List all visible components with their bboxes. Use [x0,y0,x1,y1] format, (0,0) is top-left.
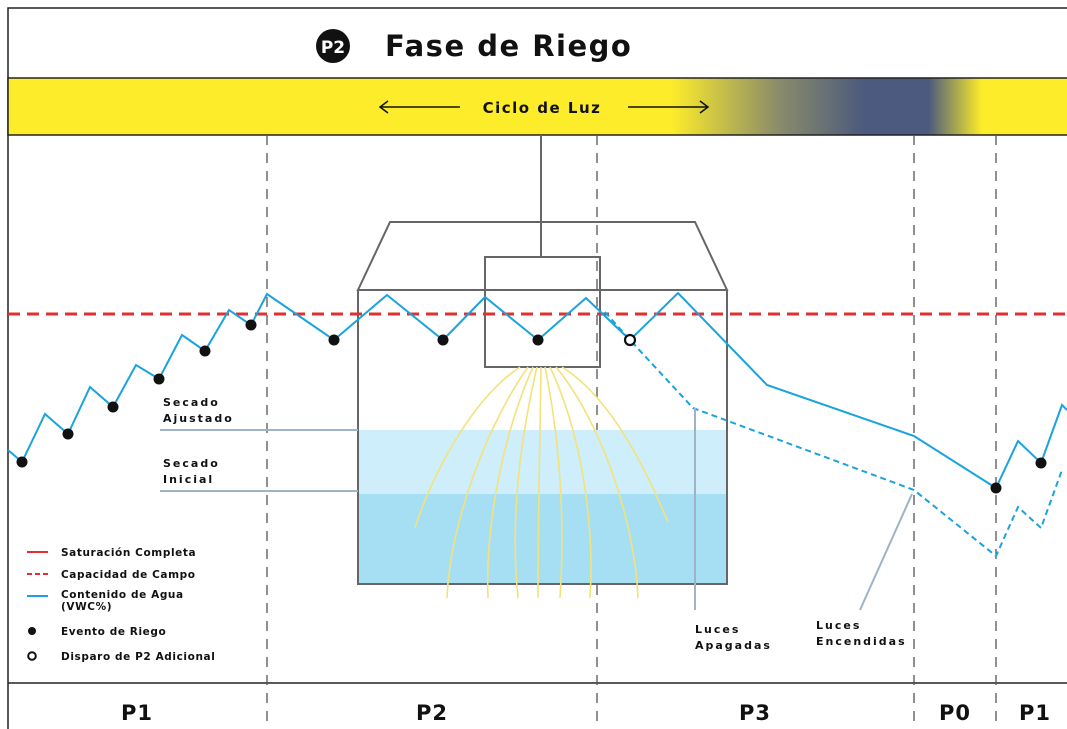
light-bar [7,77,1067,136]
water-content-extra [604,311,1063,558]
badge-text: P2 [321,38,345,58]
phase-label: P3 [739,701,771,725]
legend-label: Saturación Completa [61,547,196,559]
annotation: Ajustado [163,412,234,425]
title: Fase de Riego [385,29,632,63]
annotation: Inicial [163,473,214,486]
legend [27,551,48,661]
extra-trigger [623,333,637,347]
annotation: Apagadas [695,639,772,652]
legend-label: Evento de Riego [61,626,166,638]
irrigation-events [16,319,1047,494]
badge [316,29,350,63]
container [356,135,729,599]
water-content [7,291,1067,490]
phase-label: P1 [1019,701,1051,725]
legend-label: Contenido de Agua [61,589,184,601]
legend-label: Capacidad de Campo [61,569,196,581]
phase-label: P1 [121,701,153,725]
legend-label: (VWC%) [61,601,112,613]
light-label: Ciclo de Luz [483,99,602,117]
annotation: Luces [695,623,740,636]
arrows [378,100,710,114]
phase-label: P0 [939,701,971,725]
annotation: Luces [816,619,861,632]
phase-label: P2 [416,701,448,725]
frame [7,7,1067,729]
annotation: Secado [163,396,220,409]
leader-lines [160,408,913,611]
annotation: Encendidas [816,635,907,648]
annotation: Secado [163,457,220,470]
legend-label: Disparo de P2 Adicional [61,651,215,663]
